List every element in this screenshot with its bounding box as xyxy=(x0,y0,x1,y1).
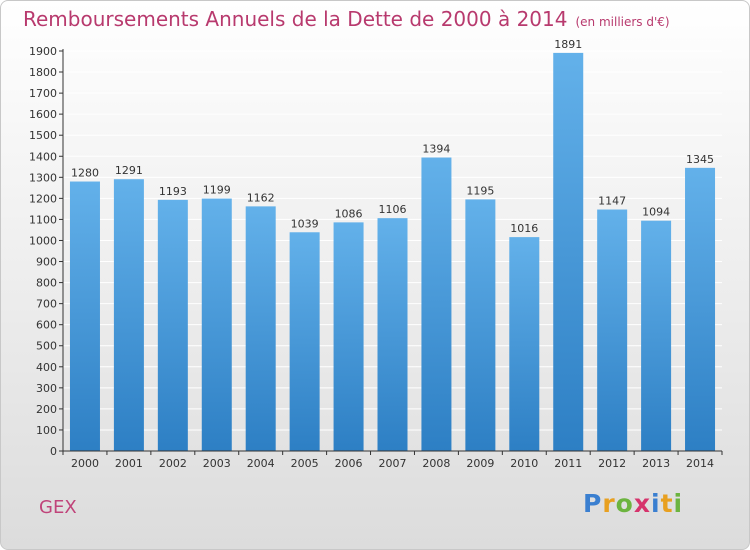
bar-2014[interactable] xyxy=(685,167,716,451)
bar-2009[interactable] xyxy=(465,199,496,451)
data-label-2002: 1193 xyxy=(159,185,187,198)
y-tick-label: 700 xyxy=(36,298,57,311)
data-label-2012: 1147 xyxy=(598,195,626,208)
bar-2008[interactable] xyxy=(421,157,452,452)
y-tick-label: 0 xyxy=(50,445,57,458)
logo-letter: i xyxy=(673,489,684,518)
bar-2001[interactable] xyxy=(113,179,144,452)
y-tick-label: 300 xyxy=(36,382,57,395)
location-label: GEX xyxy=(39,497,77,518)
logo-letter: P xyxy=(583,489,603,518)
x-tick-label: 2005 xyxy=(291,457,319,470)
y-tick-label: 200 xyxy=(36,403,57,416)
logo-letter: r xyxy=(602,489,616,518)
y-tick-label: 900 xyxy=(36,256,57,269)
y-tick-label: 1200 xyxy=(29,192,57,205)
data-labels: 1280 1291 1193 1199 1162 1039 1086 1106 1394 1195… xyxy=(71,38,714,235)
x-tick-label: 2007 xyxy=(379,457,407,470)
y-tick-label: 1000 xyxy=(29,234,57,247)
x-tick-label: 2008 xyxy=(422,457,450,470)
proxiti-logo[interactable]: Proxiti xyxy=(583,489,683,518)
x-tick-label: 2001 xyxy=(115,457,143,470)
bar-2010[interactable] xyxy=(509,237,540,451)
bar-2013[interactable] xyxy=(641,220,672,451)
y-tick-label: 1800 xyxy=(29,66,57,79)
y-tick-label: 1500 xyxy=(29,129,57,142)
data-label-2001: 1291 xyxy=(115,164,143,177)
data-label-2014: 1345 xyxy=(686,153,714,166)
logo-letter: o xyxy=(615,489,634,518)
data-label-2000: 1280 xyxy=(71,167,99,180)
data-label-2008: 1394 xyxy=(422,143,450,156)
bar-2007[interactable] xyxy=(377,218,408,451)
bar-2006[interactable] xyxy=(333,222,364,451)
logo-letter: t xyxy=(660,489,674,518)
data-label-2009: 1195 xyxy=(466,184,494,197)
y-tick-label: 1100 xyxy=(29,213,57,226)
chart-title: Remboursements Annuels de la Dette de 20… xyxy=(23,7,568,31)
data-label-2011: 1891 xyxy=(554,38,582,51)
data-label-2003: 1199 xyxy=(203,184,231,197)
logo-letter: x xyxy=(633,489,651,518)
x-tick-label: 2009 xyxy=(466,457,494,470)
x-tick-label: 2003 xyxy=(203,457,231,470)
bar-2011[interactable] xyxy=(553,52,584,451)
data-label-2010: 1016 xyxy=(510,222,538,235)
logo-letter: i xyxy=(651,489,661,518)
x-tick-label: 2004 xyxy=(247,457,275,470)
x-tick-label: 2002 xyxy=(159,457,187,470)
data-label-2004: 1162 xyxy=(247,191,275,204)
axes: 0 100 200 300 400 500 600 700 800 900 1000 1100 1200… xyxy=(29,45,723,470)
x-tick-label: 2012 xyxy=(598,457,626,470)
data-label-2007: 1106 xyxy=(379,203,407,216)
y-tick-label: 1600 xyxy=(29,108,57,121)
bar-2012[interactable] xyxy=(597,209,628,451)
data-label-2013: 1094 xyxy=(642,206,670,219)
data-label-2006: 1086 xyxy=(335,207,363,220)
y-tick-label: 1700 xyxy=(29,87,57,100)
x-tick-label: 2011 xyxy=(554,457,582,470)
y-tick-label: 1400 xyxy=(29,150,57,163)
x-tick-label: 2006 xyxy=(335,457,363,470)
title-row: Remboursements Annuels de la Dette de 20… xyxy=(23,7,670,31)
y-tick-label: 500 xyxy=(36,340,57,353)
y-tick-label: 600 xyxy=(36,319,57,332)
y-tick-label: 400 xyxy=(36,361,57,374)
bar-2005[interactable] xyxy=(289,232,320,451)
bar-2002[interactable] xyxy=(157,199,188,451)
bar-2003[interactable] xyxy=(201,198,232,451)
bar-2004[interactable] xyxy=(245,206,276,451)
x-tick-label: 2013 xyxy=(642,457,670,470)
bars xyxy=(69,52,716,452)
y-tick-label: 1900 xyxy=(29,45,57,58)
x-tick-label: 2014 xyxy=(686,457,714,470)
bar-2000[interactable] xyxy=(69,181,100,452)
y-tick-label: 1300 xyxy=(29,171,57,184)
data-label-2005: 1039 xyxy=(291,217,319,230)
x-tick-label: 2010 xyxy=(510,457,538,470)
y-tick-label: 800 xyxy=(36,277,57,290)
x-tick-label: 2000 xyxy=(71,457,99,470)
chart-subtitle: (en milliers d'€) xyxy=(575,15,670,29)
y-tick-label: 100 xyxy=(36,424,57,437)
